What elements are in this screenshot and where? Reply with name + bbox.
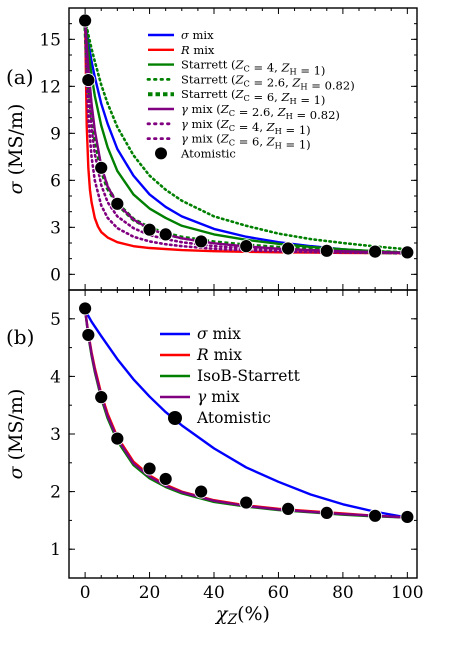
x-tick-label: 40 — [203, 583, 225, 603]
legend-label: σ mix — [197, 325, 241, 343]
x-tick-label: 60 — [268, 583, 290, 603]
y-tick-label: 4 — [50, 367, 61, 387]
data-point — [368, 244, 383, 259]
legend-item-starrett-z-c-2-6-z-h-0-82: Starrett (ZC = 2.6, ZH = 0.82) — [146, 72, 355, 92]
series-mix-z-c-6-z-h-1 — [83, 19, 409, 255]
data-point — [110, 196, 125, 211]
panel-b: 1 2 3 4 5 0 20 40 60 80 100 (b) σ (MS/m) χZ(%) σ mix R … — [5, 289, 424, 628]
y-tick-label: 9 — [50, 124, 61, 144]
x-axis-label: χZ(%) — [214, 603, 270, 628]
legend-item-mix-z-c-2-6-z-h-0-82: γ mix (ZC = 2.6, ZH = 0.82) — [148, 102, 340, 122]
series-starrett-z-c-2-6-z-h-0-82 — [83, 19, 409, 251]
data-point — [158, 472, 173, 486]
y-tick-label: 5 — [50, 310, 61, 330]
x-tick-label: 100 — [391, 583, 423, 603]
series-line — [83, 19, 409, 255]
data-point — [281, 241, 296, 256]
legend-label: Atomistic — [196, 409, 271, 427]
data-point — [142, 222, 157, 237]
data-point — [81, 73, 96, 87]
legend-item-isob-starrett: IsoB-Starrett — [160, 367, 301, 385]
legend-label: γ mix (ZC = 6, ZH = 1) — [181, 132, 311, 152]
plot-area — [78, 301, 415, 524]
legend-marker — [168, 411, 182, 425]
y-tick-label: 15 — [39, 30, 61, 50]
data-point — [239, 239, 254, 254]
x-tick-label: 0 — [80, 583, 91, 603]
y-tick-label: 3 — [50, 425, 61, 445]
legend-item-mix: σ mix — [148, 28, 214, 42]
data-point — [81, 328, 96, 342]
legend-label: γ mix (ZC = 2.6, ZH = 0.82) — [181, 102, 340, 122]
x-tick-label: 20 — [139, 583, 161, 603]
y-tick-label: 1 — [50, 540, 61, 560]
series-atomistic — [78, 13, 415, 260]
y-axis-label: σ (MS/m) — [5, 104, 27, 195]
series-mix — [83, 310, 408, 519]
data-point — [319, 243, 334, 258]
legend-label: γ mix (ZC = 4, ZH = 1) — [181, 117, 311, 137]
y-tick-label: 2 — [50, 483, 61, 503]
data-point — [368, 508, 383, 523]
legend-item-mix: σ mix — [160, 325, 241, 343]
legend-label: Atomistic — [180, 146, 236, 160]
x-tick-label: 80 — [332, 583, 354, 603]
legend-item-mix: γ mix — [160, 388, 240, 406]
y-tick-label: 12 — [39, 77, 61, 97]
y-tick-label: 3 — [50, 218, 61, 238]
legend-item-atomistic: Atomistic — [168, 409, 271, 427]
data-point — [94, 160, 109, 175]
legend-label: Starrett (ZC = 6, ZH = 1) — [181, 87, 325, 107]
legend-label: R mix — [180, 43, 215, 57]
legend-item-mix-z-c-4-z-h-1: γ mix (ZC = 4, ZH = 1) — [146, 117, 311, 137]
series-line — [83, 19, 409, 251]
legend-marker — [155, 147, 167, 160]
data-point — [94, 390, 109, 405]
data-point — [281, 501, 296, 516]
data-point — [110, 431, 125, 446]
legend-item-r-mix: R mix — [160, 346, 242, 364]
legend-item-r-mix: R mix — [148, 43, 215, 57]
legend-item-mix-z-c-6-z-h-1: γ mix (ZC = 6, ZH = 1) — [146, 132, 311, 152]
legend-label: IsoB-Starrett — [197, 367, 301, 385]
y-tick-label: 0 — [50, 265, 61, 285]
y-axis-label: σ (MS/m) — [5, 389, 27, 480]
series-line — [84, 309, 408, 519]
legend: σ mix R mix IsoB-Starrett γ mix Atomistic — [160, 325, 301, 427]
panel-label: (b) — [6, 325, 34, 349]
data-point — [194, 484, 209, 499]
legend-label: Starrett (ZC = 2.6, ZH = 0.82) — [181, 72, 355, 92]
data-point — [142, 461, 157, 476]
legend-label: σ mix — [181, 28, 214, 42]
data-point — [319, 506, 334, 520]
panel-label: (a) — [6, 65, 34, 89]
legend-label: Starrett (ZC = 4, ZH = 1) — [181, 58, 325, 78]
y-tick-label: 6 — [50, 171, 61, 191]
plot-area — [78, 13, 415, 260]
data-point — [400, 510, 415, 524]
data-point — [78, 13, 93, 28]
legend-item-starrett-z-c-6-z-h-1: Starrett (ZC = 6, ZH = 1) — [148, 87, 325, 107]
data-point — [239, 495, 254, 510]
legend-item-starrett-z-c-4-z-h-1: Starrett (ZC = 4, ZH = 1) — [148, 58, 325, 78]
data-point — [158, 227, 173, 242]
data-point — [194, 234, 209, 249]
series-atomistic — [78, 301, 415, 524]
series-line — [83, 310, 408, 519]
legend-item-atomistic: Atomistic — [155, 146, 236, 160]
series-mix — [84, 309, 408, 519]
legend-label: γ mix — [197, 388, 240, 406]
data-point — [400, 245, 415, 260]
data-point — [78, 301, 93, 316]
legend-label: R mix — [196, 346, 242, 364]
